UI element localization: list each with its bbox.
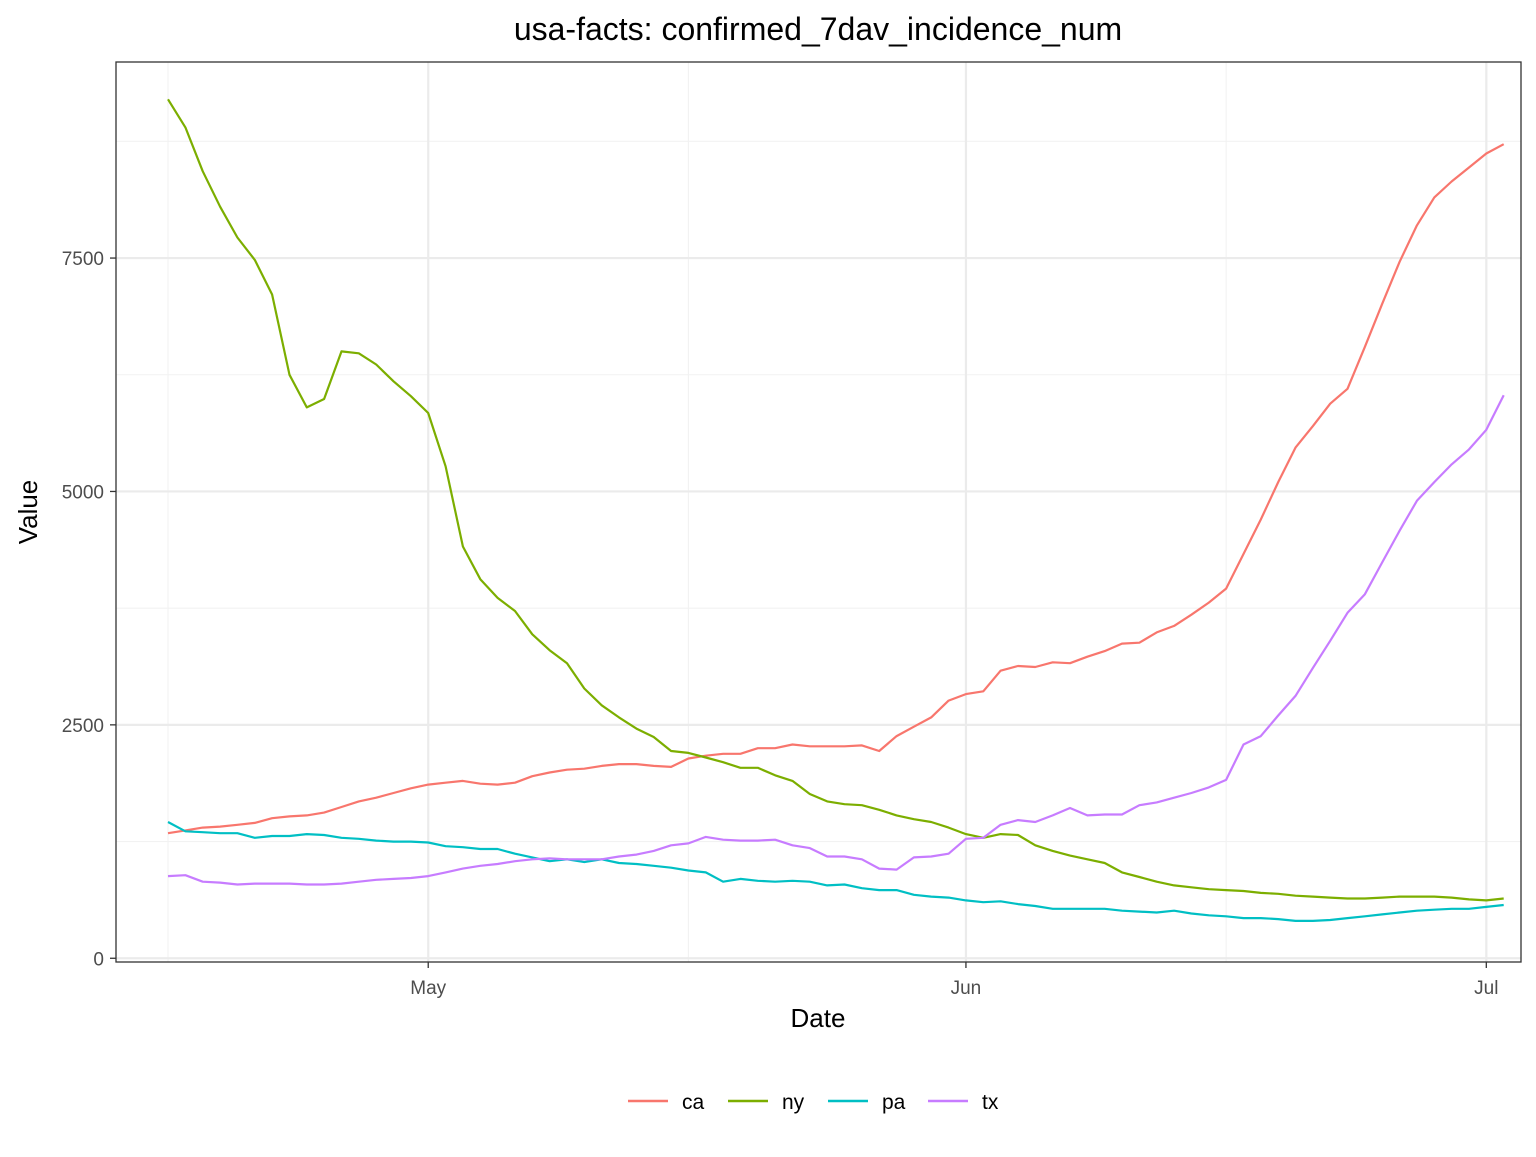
y-tick-label: 7500 bbox=[62, 249, 104, 270]
series-line-pa bbox=[167, 821, 1504, 923]
legend-item-ca: ca bbox=[628, 1091, 705, 1114]
legend-label: tx bbox=[982, 1091, 999, 1114]
legend-item-pa: pa bbox=[828, 1091, 906, 1114]
panel-border bbox=[115, 61, 1522, 963]
legend-label: ny bbox=[782, 1091, 805, 1114]
legend: ca ny pa tx bbox=[628, 1091, 999, 1114]
x-tick-label: Jul bbox=[1474, 978, 1498, 999]
y-tick-label: 5000 bbox=[62, 482, 104, 503]
legend-label: ca bbox=[682, 1091, 705, 1114]
chart-title: usa-facts: confirmed_7dav_incidence_num bbox=[514, 11, 1122, 47]
minor-gridlines bbox=[116, 62, 1521, 962]
series-line-ca bbox=[167, 143, 1505, 835]
series-line-ny bbox=[167, 98, 1504, 902]
legend-label: pa bbox=[882, 1091, 906, 1114]
legend-item-tx: tx bbox=[928, 1091, 999, 1114]
y-tick-label: 2500 bbox=[62, 716, 104, 737]
y-tick-label: 0 bbox=[93, 949, 104, 970]
series-lines bbox=[167, 98, 1505, 923]
x-tick-label: May bbox=[410, 978, 446, 999]
x-axis-title: Date bbox=[791, 1003, 846, 1033]
major-gridlines bbox=[116, 62, 1521, 962]
x-axis: May Jun Jul bbox=[410, 962, 1498, 999]
x-tick-label: Jun bbox=[951, 978, 982, 999]
series-line-tx bbox=[167, 394, 1505, 886]
legend-item-ny: ny bbox=[728, 1091, 805, 1114]
y-axis-title: Value bbox=[13, 480, 43, 545]
y-axis: 0 2500 5000 7500 bbox=[62, 249, 116, 970]
